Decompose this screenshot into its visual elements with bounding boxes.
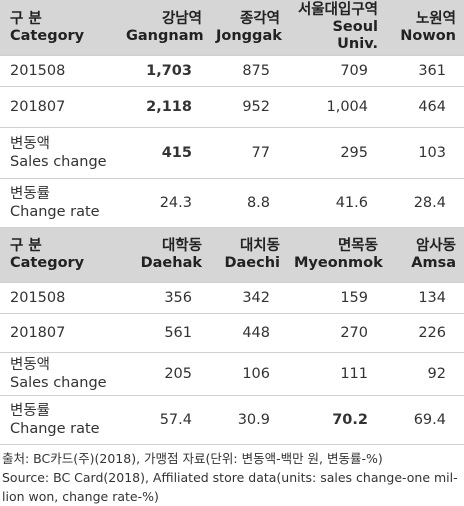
table-cell: 875 — [210, 55, 288, 87]
table-cell: 464 — [386, 86, 464, 128]
table-cell: 30.9 — [210, 395, 288, 445]
table-cell: 159 — [288, 282, 386, 314]
row-label: 201807 — [0, 86, 120, 128]
column-header-daechi: 대치동 Daechi — [210, 227, 288, 283]
table-cell: 69.4 — [386, 395, 464, 445]
source-note: 출처: BC카드(주)(2018), 가맹점 자료(단위: 변동액-백만 원, … — [0, 445, 464, 506]
column-header-myeonmok: 면목동 Myeonmok — [288, 227, 386, 283]
table-cell: 134 — [386, 282, 464, 314]
table-cell: 106 — [210, 352, 288, 396]
table-row: 201508 1,703 875 709 361 — [0, 55, 464, 87]
table-cell: 70.2 — [288, 395, 386, 445]
column-header-seoul-univ: 서울대입구역 Seoul Univ. — [288, 0, 386, 56]
table-cell: 24.3 — [120, 178, 210, 228]
table-cell: 342 — [210, 282, 288, 314]
table-row: 201807 2,118 952 1,004 464 — [0, 86, 464, 128]
source-english-line2: lion won, change rate-%) — [2, 489, 159, 504]
table-cell: 8.8 — [210, 178, 288, 228]
table-cell: 709 — [288, 55, 386, 87]
row-label: 201508 — [0, 55, 120, 87]
row-label: 201508 — [0, 282, 120, 314]
table-cell: 77 — [210, 127, 288, 179]
source-english-line1: Source: BC Card(2018), Affiliated store … — [2, 470, 458, 485]
category-header: 구 분 Category — [0, 227, 120, 283]
row-label: 변동률 Change rate — [0, 395, 120, 445]
table-cell: 1,703 — [120, 55, 210, 87]
table-cell: 57.4 — [120, 395, 210, 445]
column-header-amsa: 암사동 Amsa — [386, 227, 464, 283]
column-header-daehak: 대학동 Daehak — [120, 227, 210, 283]
table-row: 변동률 Change rate 57.4 30.9 70.2 69.4 — [0, 395, 464, 445]
row-label: 201807 — [0, 313, 120, 353]
table-row: 변동액 Sales change 205 106 111 92 — [0, 352, 464, 396]
table-header-row: 구 분 Category 대학동 Daehak 대치동 Daechi 면목동 M… — [0, 227, 464, 283]
table-cell: 361 — [386, 55, 464, 87]
row-label: 변동액 Sales change — [0, 352, 120, 396]
table-cell: 226 — [386, 313, 464, 353]
table-cell: 952 — [210, 86, 288, 128]
table-row: 201508 356 342 159 134 — [0, 282, 464, 314]
table-cell: 295 — [288, 127, 386, 179]
source-korean: 출처: BC카드(주)(2018), 가맹점 자료(단위: 변동액-백만 원, … — [2, 451, 383, 466]
column-header-jonggak: 종각역 Jonggak — [210, 0, 288, 56]
table-cell: 41.6 — [288, 178, 386, 228]
row-label: 변동률 Change rate — [0, 178, 120, 228]
table-cell: 92 — [386, 352, 464, 396]
table-cell: 415 — [120, 127, 210, 179]
table-cell: 448 — [210, 313, 288, 353]
table-cell: 111 — [288, 352, 386, 396]
table-header-row: 구 분 Category 강남역 Gangnam 종각역 Jonggak 서울대… — [0, 0, 464, 56]
category-header: 구 분 Category — [0, 0, 120, 56]
column-header-nowon: 노원역 Nowon — [386, 0, 464, 56]
table-row: 변동률 Change rate 24.3 8.8 41.6 28.4 — [0, 178, 464, 228]
row-label: 변동액 Sales change — [0, 127, 120, 179]
table-cell: 356 — [120, 282, 210, 314]
column-header-gangnam: 강남역 Gangnam — [120, 0, 210, 56]
table-cell: 205 — [120, 352, 210, 396]
sales-table: 구 분 Category 강남역 Gangnam 종각역 Jonggak 서울대… — [0, 0, 464, 445]
table-cell: 103 — [386, 127, 464, 179]
table-cell: 1,004 — [288, 86, 386, 128]
table-cell: 270 — [288, 313, 386, 353]
table-cell: 561 — [120, 313, 210, 353]
table-cell: 28.4 — [386, 178, 464, 228]
table-row: 변동액 Sales change 415 77 295 103 — [0, 127, 464, 179]
table-row: 201807 561 448 270 226 — [0, 313, 464, 353]
table-cell: 2,118 — [120, 86, 210, 128]
